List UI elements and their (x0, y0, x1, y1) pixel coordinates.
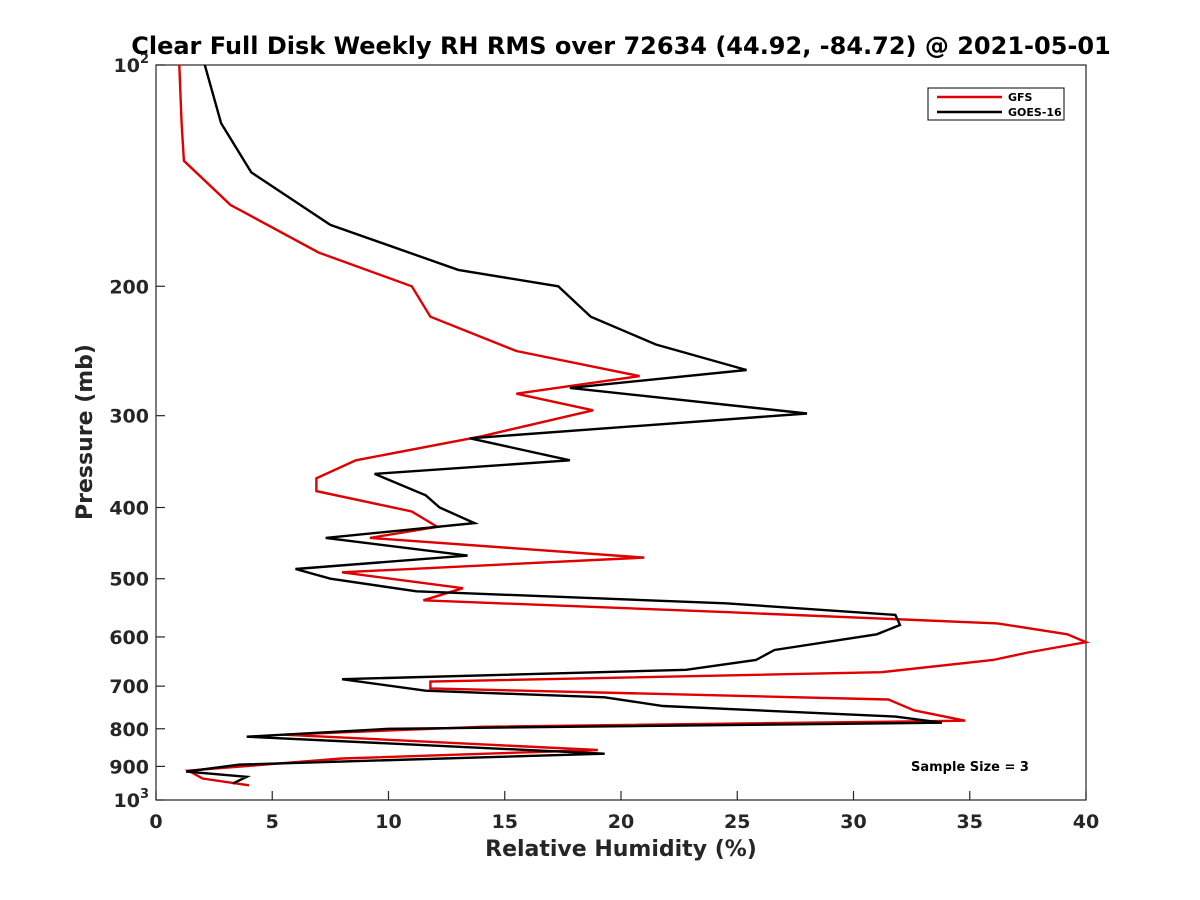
y-tick-label: 600 (109, 627, 149, 649)
legend-label-goes-16: GOES-16 (1008, 106, 1062, 119)
legend-box (927, 87, 1065, 121)
series-layer (178, 64, 1091, 787)
chart-title: Clear Full Disk Weekly RH RMS over 72634… (131, 32, 1111, 60)
x-tick-label: 20 (608, 811, 634, 833)
y-tick-label: 103 (114, 787, 150, 812)
x-tick-label: 30 (840, 811, 866, 833)
sample-size-annotation: Sample Size = 3 (911, 760, 1029, 775)
y-tick-label: 400 (109, 498, 149, 520)
y-tick-label: 300 (109, 406, 149, 428)
y-tick-label: 102 (114, 52, 150, 77)
y-tick-label: 700 (109, 676, 149, 698)
x-tick-label: 5 (266, 811, 279, 833)
x-tick-label: 0 (149, 811, 162, 833)
x-tick-label: 25 (724, 811, 750, 833)
y-axis: 102 200 300 400 500 600 700 800 900 103 (109, 52, 165, 812)
y-tick-label: 900 (109, 756, 149, 778)
series-line-gfs (178, 64, 1091, 787)
y-axis-title: Pressure (mb) (73, 344, 98, 520)
x-axis: 0 5 10 15 20 25 30 35 40 (149, 791, 1099, 833)
x-tick-label: 15 (492, 811, 518, 833)
x-tick-label: 35 (957, 811, 983, 833)
x-tick-label: 10 (375, 811, 401, 833)
legend: GFS GOES-16 (927, 87, 1065, 121)
y-tick-label: 200 (109, 276, 149, 298)
y-tick-label: 800 (109, 719, 149, 741)
axes-box (155, 64, 1087, 801)
y-tick-label: 500 (109, 569, 149, 591)
x-tick-label: 40 (1073, 811, 1099, 833)
legend-label-gfs: GFS (1008, 91, 1033, 104)
x-axis-title: Relative Humidity (%) (485, 837, 757, 862)
series-line-goes-16 (186, 64, 943, 785)
